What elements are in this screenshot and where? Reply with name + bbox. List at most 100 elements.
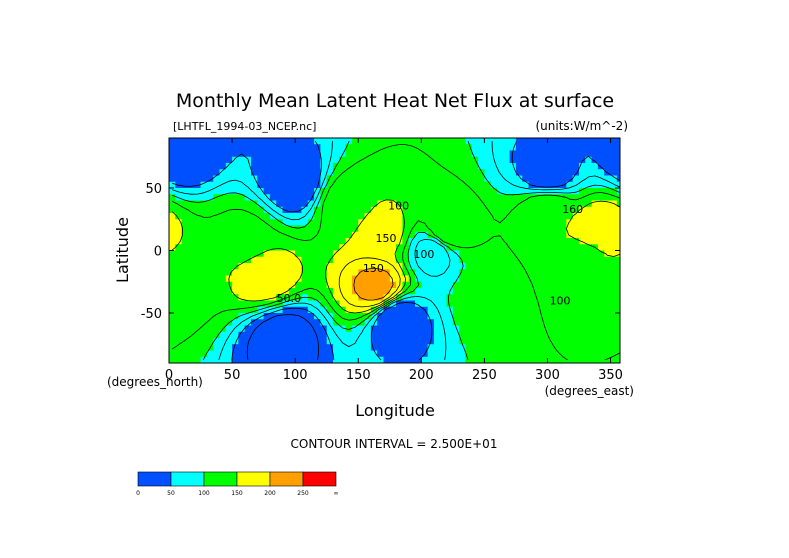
field-cell bbox=[282, 338, 290, 345]
field-cell bbox=[484, 356, 492, 363]
field-cell bbox=[269, 144, 277, 151]
field-cell bbox=[484, 294, 492, 301]
field-cell bbox=[484, 313, 492, 320]
field-cell bbox=[560, 319, 567, 326]
field-cell bbox=[295, 144, 302, 151]
field-cell bbox=[351, 175, 359, 183]
field-cell bbox=[616, 288, 620, 295]
field-cell bbox=[181, 306, 189, 314]
field-cell bbox=[181, 256, 189, 264]
field-cell bbox=[288, 225, 296, 233]
field-cell bbox=[427, 150, 435, 158]
field-cell bbox=[213, 344, 220, 351]
field-cell bbox=[446, 231, 454, 239]
field-cell bbox=[522, 344, 530, 351]
field-cell bbox=[351, 188, 359, 195]
field-cell bbox=[206, 150, 214, 158]
field-cell bbox=[269, 300, 277, 308]
field-cell bbox=[515, 175, 523, 183]
field-cell bbox=[389, 188, 397, 195]
field-cell bbox=[572, 238, 580, 245]
field-cell bbox=[301, 331, 309, 339]
field-cell bbox=[389, 344, 397, 351]
field-cell bbox=[610, 281, 618, 289]
field-cell bbox=[604, 269, 612, 276]
field-cell bbox=[200, 231, 208, 239]
field-cell bbox=[200, 256, 208, 264]
field-cell bbox=[541, 275, 548, 283]
field-cell bbox=[187, 200, 195, 208]
field-cell bbox=[181, 219, 189, 226]
field-cell bbox=[187, 150, 195, 158]
field-cell bbox=[408, 300, 416, 308]
field-cell bbox=[175, 325, 183, 333]
field-cell bbox=[225, 169, 233, 176]
field-cell bbox=[377, 281, 384, 289]
field-cell bbox=[528, 356, 536, 363]
field-cell bbox=[389, 300, 397, 308]
field-cell bbox=[446, 331, 454, 339]
field-cell bbox=[326, 194, 334, 201]
field-cell bbox=[446, 169, 454, 176]
field-cell bbox=[597, 181, 605, 189]
field-cell bbox=[490, 181, 498, 189]
field-cell bbox=[219, 169, 227, 176]
field-cell bbox=[225, 356, 233, 363]
field-cell bbox=[572, 206, 580, 214]
field-cell bbox=[478, 256, 485, 264]
field-cell bbox=[276, 338, 284, 345]
field-cell bbox=[263, 175, 271, 183]
field-cell bbox=[389, 256, 397, 264]
field-cell bbox=[263, 238, 271, 245]
field-cell bbox=[187, 294, 195, 301]
field-cell bbox=[591, 256, 599, 264]
field-cell bbox=[572, 294, 580, 301]
field-cell bbox=[288, 194, 296, 201]
field-cell bbox=[566, 144, 574, 151]
field-cell bbox=[181, 325, 189, 333]
field-cell bbox=[465, 325, 473, 333]
field-cell bbox=[389, 250, 397, 258]
field-cell bbox=[541, 138, 548, 145]
field-cell bbox=[364, 206, 372, 214]
field-cell bbox=[452, 300, 460, 308]
field-cell bbox=[314, 188, 321, 195]
field-cell bbox=[282, 250, 290, 258]
field-cell bbox=[591, 344, 599, 351]
field-cell bbox=[497, 288, 504, 295]
field-cell bbox=[471, 294, 479, 301]
field-cell bbox=[200, 331, 208, 339]
field-cell bbox=[326, 325, 334, 333]
field-cell bbox=[616, 250, 620, 258]
field-cell bbox=[522, 288, 530, 295]
field-cell bbox=[560, 356, 567, 363]
field-cell bbox=[490, 175, 498, 183]
field-cell bbox=[187, 331, 195, 339]
field-cell bbox=[295, 206, 302, 214]
field-cell bbox=[358, 244, 366, 251]
field-cell bbox=[333, 294, 340, 301]
contour-line bbox=[172, 140, 620, 361]
field-cell bbox=[213, 181, 220, 189]
field-cell bbox=[251, 338, 258, 345]
field-cell bbox=[484, 338, 492, 345]
field-cell bbox=[345, 319, 353, 326]
field-cell bbox=[169, 350, 176, 358]
field-cell bbox=[484, 144, 492, 151]
field-cell bbox=[528, 219, 536, 226]
field-cell bbox=[339, 269, 347, 276]
field-cell bbox=[351, 250, 359, 258]
field-cell bbox=[534, 313, 542, 320]
field-cell bbox=[465, 163, 473, 170]
field-cell bbox=[187, 231, 195, 239]
field-cell bbox=[175, 200, 183, 208]
field-cell bbox=[213, 275, 220, 283]
field-cell bbox=[295, 288, 302, 295]
field-cell bbox=[232, 156, 239, 164]
field-cell bbox=[465, 344, 473, 351]
field-cell bbox=[509, 175, 517, 183]
field-cell bbox=[301, 306, 309, 314]
field-cell bbox=[433, 250, 441, 258]
field-cell bbox=[396, 169, 403, 176]
field-cell bbox=[433, 138, 441, 145]
